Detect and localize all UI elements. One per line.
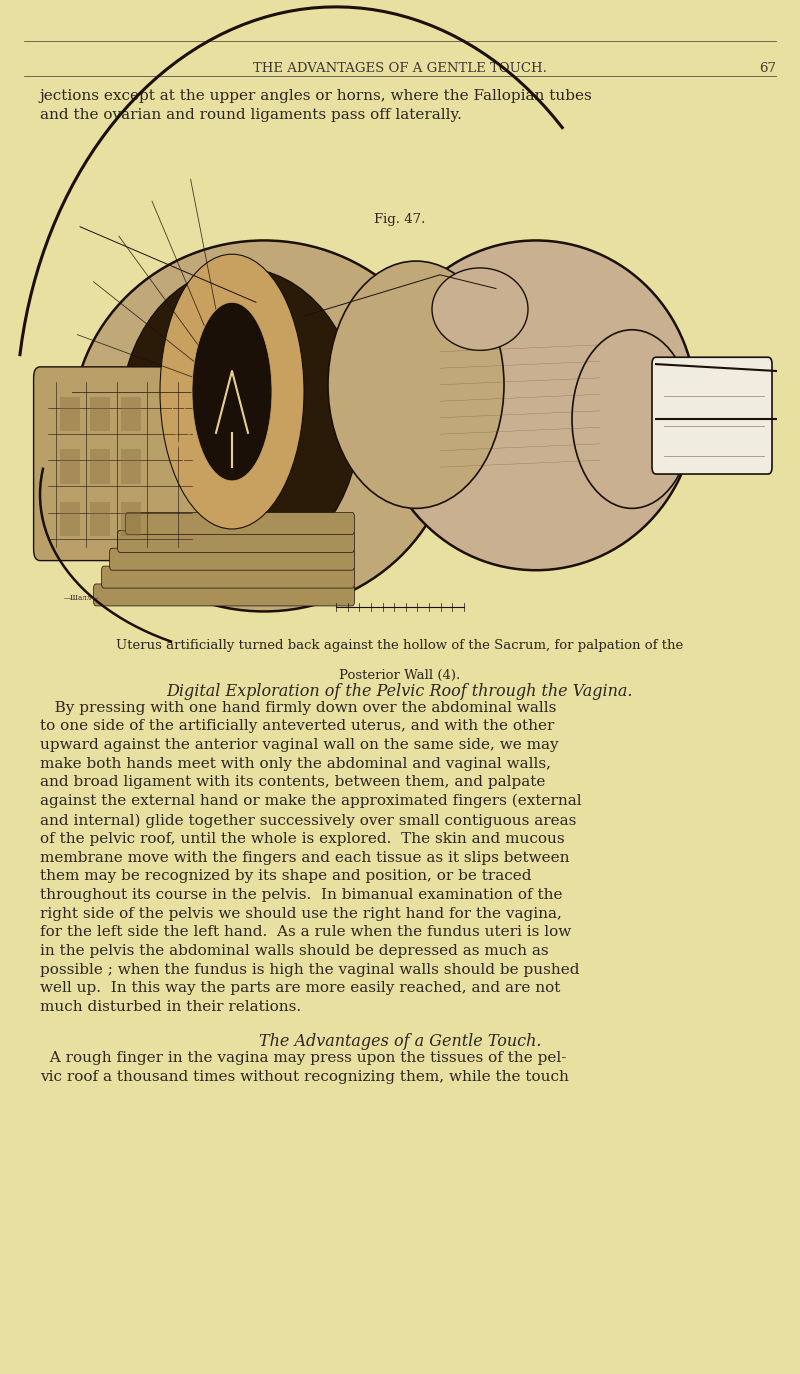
Text: Posterior Wall (4).: Posterior Wall (4). xyxy=(339,669,461,682)
FancyBboxPatch shape xyxy=(121,397,141,431)
Ellipse shape xyxy=(72,240,456,611)
FancyBboxPatch shape xyxy=(90,397,110,431)
FancyBboxPatch shape xyxy=(60,449,80,484)
Ellipse shape xyxy=(376,240,696,570)
FancyBboxPatch shape xyxy=(126,513,354,534)
Text: 67: 67 xyxy=(759,62,776,74)
FancyBboxPatch shape xyxy=(90,502,110,536)
Text: The Advantages of a Gentle Touch.: The Advantages of a Gentle Touch. xyxy=(258,1033,542,1050)
Text: Uterus artificially turned back against the hollow of the Sacrum, for palpation : Uterus artificially turned back against … xyxy=(116,639,684,651)
FancyBboxPatch shape xyxy=(121,502,141,536)
Text: A rough finger in the vagina may press upon the tissues of the pel-
vic roof a t: A rough finger in the vagina may press u… xyxy=(40,1051,569,1084)
FancyBboxPatch shape xyxy=(118,530,354,552)
Text: Fig. 47.: Fig. 47. xyxy=(374,213,426,225)
FancyBboxPatch shape xyxy=(32,220,768,611)
FancyBboxPatch shape xyxy=(110,548,354,570)
Ellipse shape xyxy=(572,330,692,508)
Text: Digital Exploration of the Pelvic Roof through the Vagina.: Digital Exploration of the Pelvic Roof t… xyxy=(166,683,634,699)
Text: —Шалл—: —Шалл— xyxy=(64,594,99,602)
Ellipse shape xyxy=(120,268,360,570)
FancyBboxPatch shape xyxy=(34,367,206,561)
Ellipse shape xyxy=(160,254,304,529)
FancyBboxPatch shape xyxy=(121,449,141,484)
Text: jections except at the upper angles or horns, where the Fallopian tubes
and the : jections except at the upper angles or h… xyxy=(40,89,593,122)
Text: By pressing with one hand firmly down over the abdominal walls
to one side of th: By pressing with one hand firmly down ov… xyxy=(40,701,582,1014)
Ellipse shape xyxy=(432,268,528,350)
FancyBboxPatch shape xyxy=(652,357,772,474)
FancyBboxPatch shape xyxy=(60,502,80,536)
FancyBboxPatch shape xyxy=(102,566,354,588)
Text: THE ADVANTAGES OF A GENTLE TOUCH.: THE ADVANTAGES OF A GENTLE TOUCH. xyxy=(253,62,547,74)
Ellipse shape xyxy=(192,302,272,481)
FancyBboxPatch shape xyxy=(60,397,80,431)
FancyBboxPatch shape xyxy=(94,584,354,606)
Ellipse shape xyxy=(328,261,504,508)
FancyBboxPatch shape xyxy=(90,449,110,484)
